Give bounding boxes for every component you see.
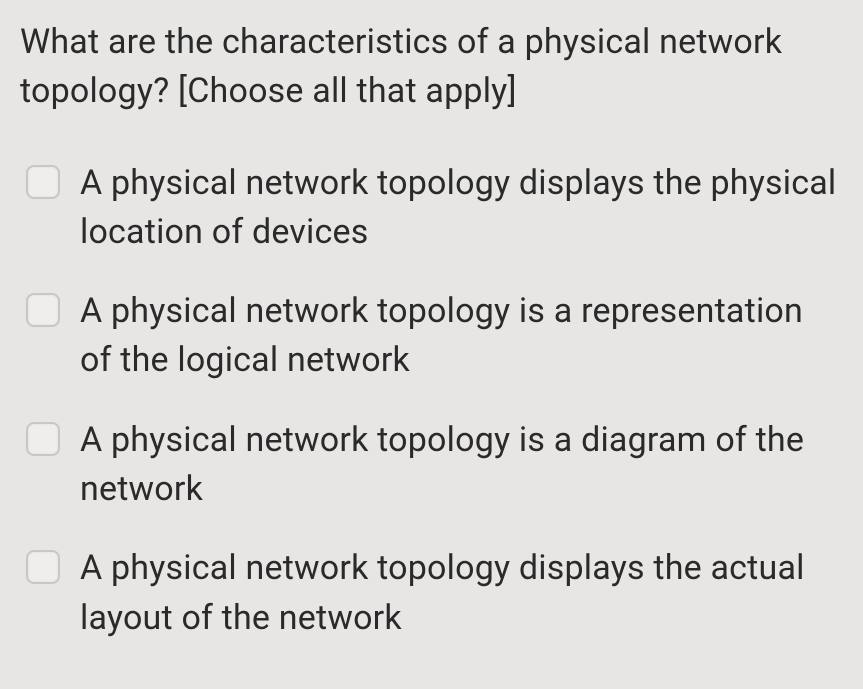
option-label: A physical network topology displays the… [80,159,843,258]
option-row[interactable]: A physical network topology displays the… [26,159,843,258]
option-label: A physical network topology displays the… [80,544,843,643]
option-row[interactable]: A physical network topology is a represe… [26,287,843,386]
option-label: A physical network topology is a represe… [80,287,843,386]
checkbox-icon[interactable] [26,293,60,327]
option-label: A physical network topology is a diagram… [80,416,843,515]
checkbox-icon[interactable] [26,422,60,456]
checkbox-icon[interactable] [26,165,60,199]
options-list: A physical network topology displays the… [20,159,843,643]
checkbox-icon[interactable] [26,550,60,584]
option-row[interactable]: A physical network topology is a diagram… [26,416,843,515]
option-row[interactable]: A physical network topology displays the… [26,544,843,643]
question-prompt: What are the characteristics of a physic… [20,18,843,117]
